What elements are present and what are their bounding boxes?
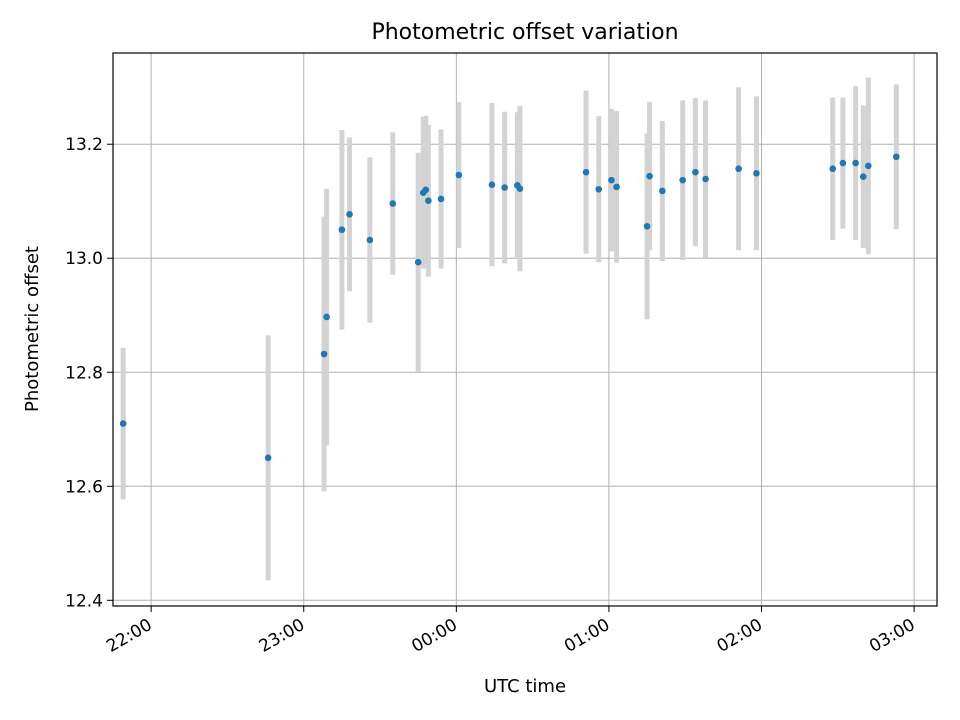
data-point [366, 236, 374, 244]
x-axis-label: UTC time [484, 676, 566, 697]
data-point [422, 186, 430, 194]
data-point [320, 350, 328, 358]
y-axis-ticks: 12.4 12.6 12.8 13.0 13.2 [65, 135, 113, 611]
grid [113, 53, 937, 606]
data-point [582, 168, 590, 176]
data-point [516, 185, 524, 192]
y-axis-label: Photometric offset [22, 246, 43, 412]
data-point [893, 153, 900, 161]
data-point [646, 172, 653, 180]
chart-title: Photometric offset variation [371, 20, 678, 45]
data-point [501, 184, 508, 191]
y-tick-label: 12.6 [65, 477, 103, 497]
y-tick-label: 13.0 [65, 249, 103, 269]
data-point [595, 185, 603, 193]
data-point [859, 173, 867, 181]
data-point [735, 165, 742, 173]
data-point [346, 211, 353, 218]
data-point [338, 226, 346, 234]
data-point [643, 223, 651, 230]
data-point [692, 168, 699, 176]
data-point [455, 171, 463, 179]
data-point [753, 169, 760, 177]
data-point [119, 420, 127, 427]
data-point [839, 159, 847, 167]
y-tick-label: 12.4 [65, 591, 103, 611]
data-point [264, 454, 272, 462]
data-point [679, 176, 686, 184]
data-point [852, 159, 859, 167]
data-point [323, 313, 330, 321]
data-point [488, 181, 496, 188]
y-tick-label: 12.8 [65, 363, 103, 383]
data-point [437, 195, 445, 203]
data-point [608, 176, 615, 184]
data-points [119, 153, 900, 462]
data-point [829, 165, 837, 173]
data-point [425, 197, 432, 204]
plot-area-frame [112, 52, 938, 607]
data-point [389, 200, 397, 207]
data-point [865, 162, 872, 170]
data-point [414, 258, 422, 266]
y-tick-label: 13.2 [65, 135, 103, 155]
data-point [702, 175, 709, 183]
data-point [613, 183, 620, 191]
data-point [659, 187, 666, 195]
